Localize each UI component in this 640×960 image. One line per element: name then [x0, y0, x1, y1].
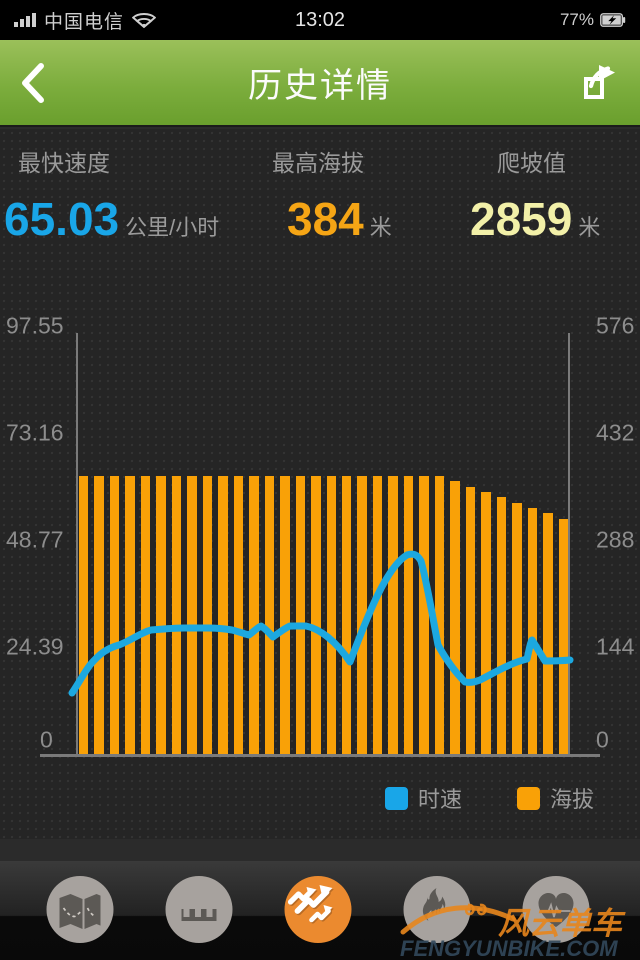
svg-text:FENGYUNBIKE.COM: FENGYUNBIKE.COM — [400, 936, 618, 960]
